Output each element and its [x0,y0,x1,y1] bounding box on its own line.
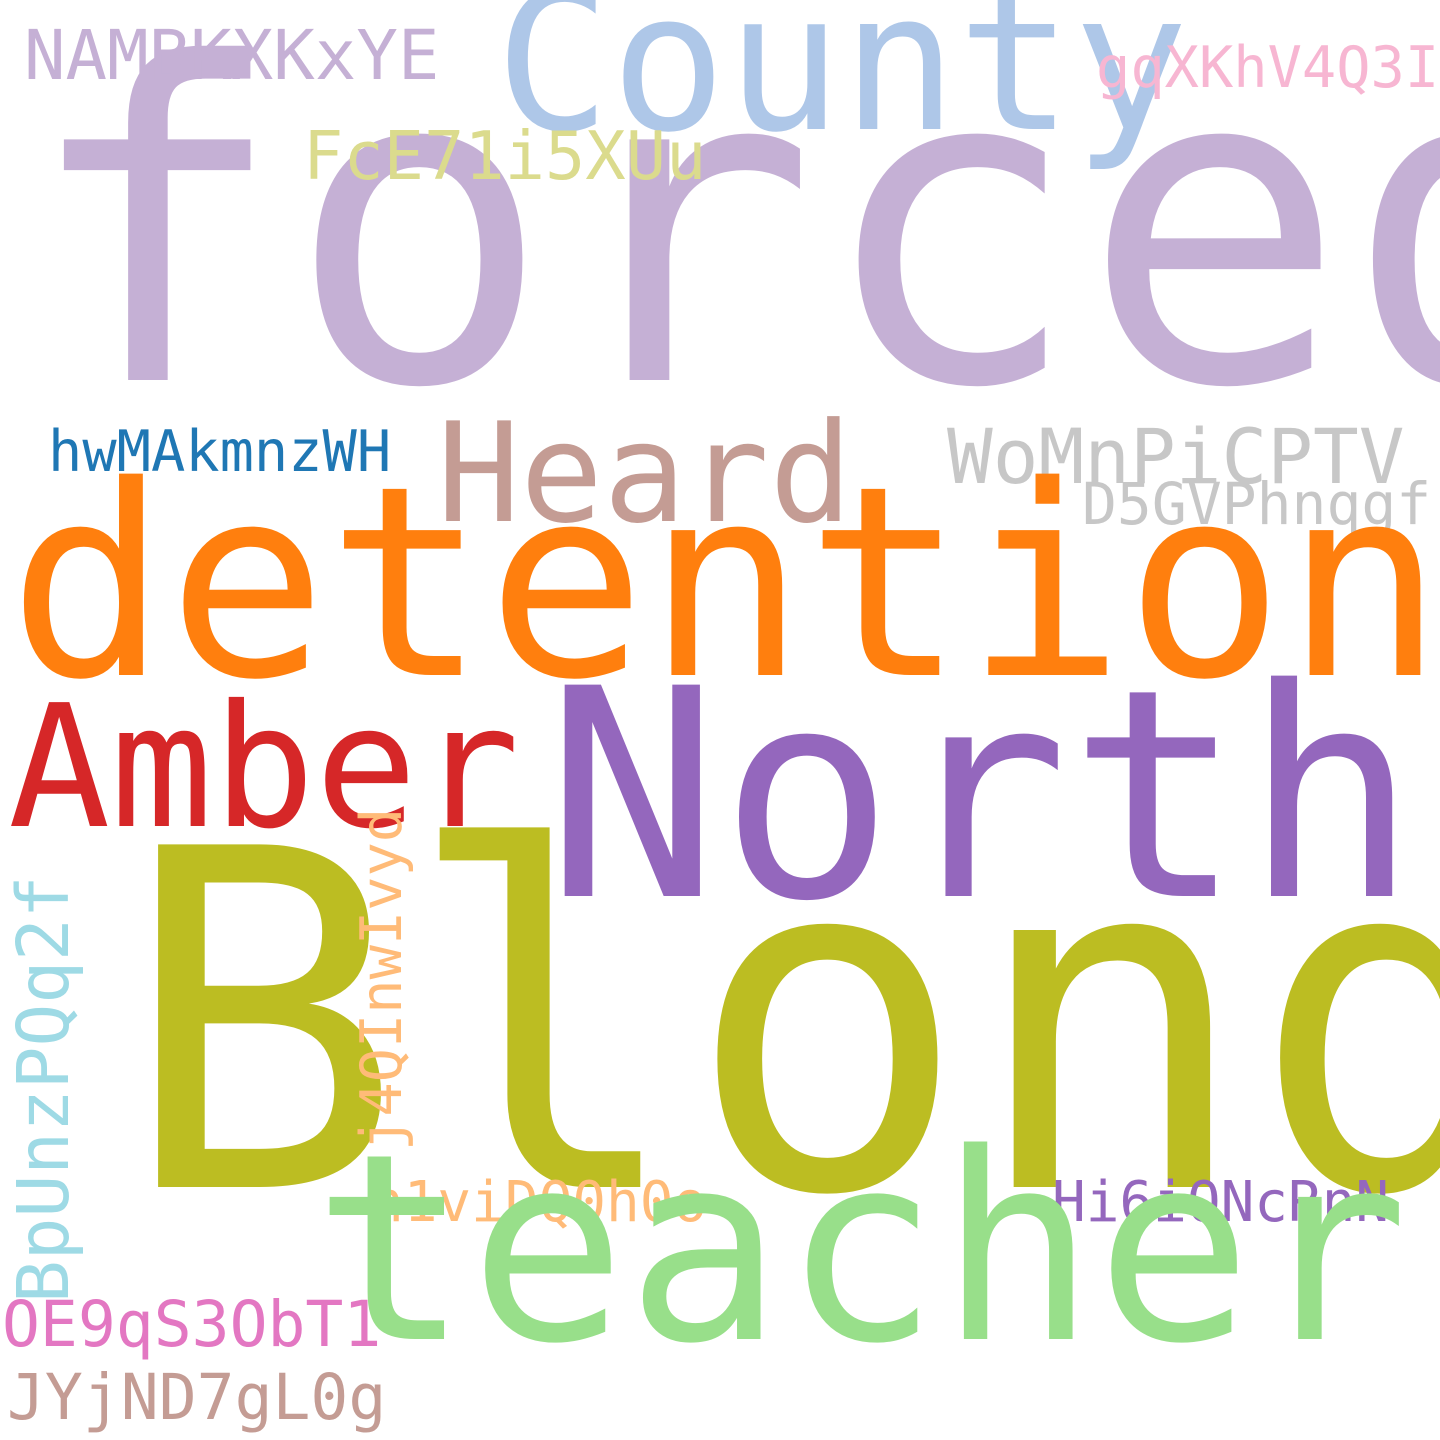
word-county: County [495,0,1189,175]
word-hi6ioncrnn: Hi6iONcRnN [1052,1170,1390,1235]
word-womnpicptv: WoMnPiCPTV [947,412,1405,501]
word-oe9qs3obt1: OE9qS3ObT1 [2,1288,382,1361]
word-forced: forced [22,0,1440,484]
word-hwmakmnzwh: hwMAkmnzWH [48,419,392,485]
word-fce71i5xuu: FcE71i5XUu [303,117,707,195]
word-amber: Amber [8,669,520,867]
word-blond: Blond [120,751,1440,1298]
word-jyjnd7gl0g: JYjND7gL0g [7,1361,387,1434]
word-detention: detention [8,430,1440,738]
word-h1vidq0h0o: h1viDQ0h0o [370,1170,708,1235]
word-teacher: teacher [313,1099,1409,1401]
word-heard: Heard [437,393,853,554]
word-gqxkhv4q3i: gqXKhV4Q3I [1096,35,1440,101]
word-bpunzpqq2f: BpUnzPQq2f [2,875,85,1303]
word-nambkxkxye: NAMBKXKxYE [24,16,440,96]
word-d5gvphnqgf: D5GVPhnqgf [1082,470,1432,538]
word-north: North [545,628,1418,965]
